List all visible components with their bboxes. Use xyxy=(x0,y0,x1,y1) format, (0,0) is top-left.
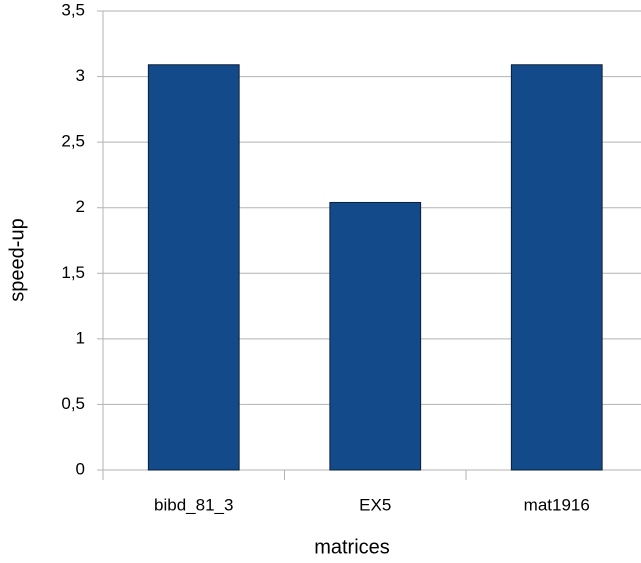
y-tick-label: 0 xyxy=(76,459,85,478)
y-tick-label: 3 xyxy=(76,66,85,85)
bar xyxy=(510,64,603,471)
y-axis-label: speed-up xyxy=(6,218,28,301)
y-tick-label: 2,5 xyxy=(61,132,85,151)
y-tick-label: 3,5 xyxy=(61,0,85,19)
x-tick-label: bibd_81_3 xyxy=(154,495,233,514)
x-tick-label: EX5 xyxy=(359,495,391,514)
bar xyxy=(147,64,240,471)
y-tick-label: 0,5 xyxy=(61,394,85,413)
bar xyxy=(329,201,422,471)
y-tick-label: 1 xyxy=(76,328,85,347)
y-tick-label: 1,5 xyxy=(61,263,85,282)
x-tick-label: mat1916 xyxy=(524,495,590,514)
y-tick-label: 2 xyxy=(76,197,85,216)
x-axis-label: matrices xyxy=(314,536,390,558)
